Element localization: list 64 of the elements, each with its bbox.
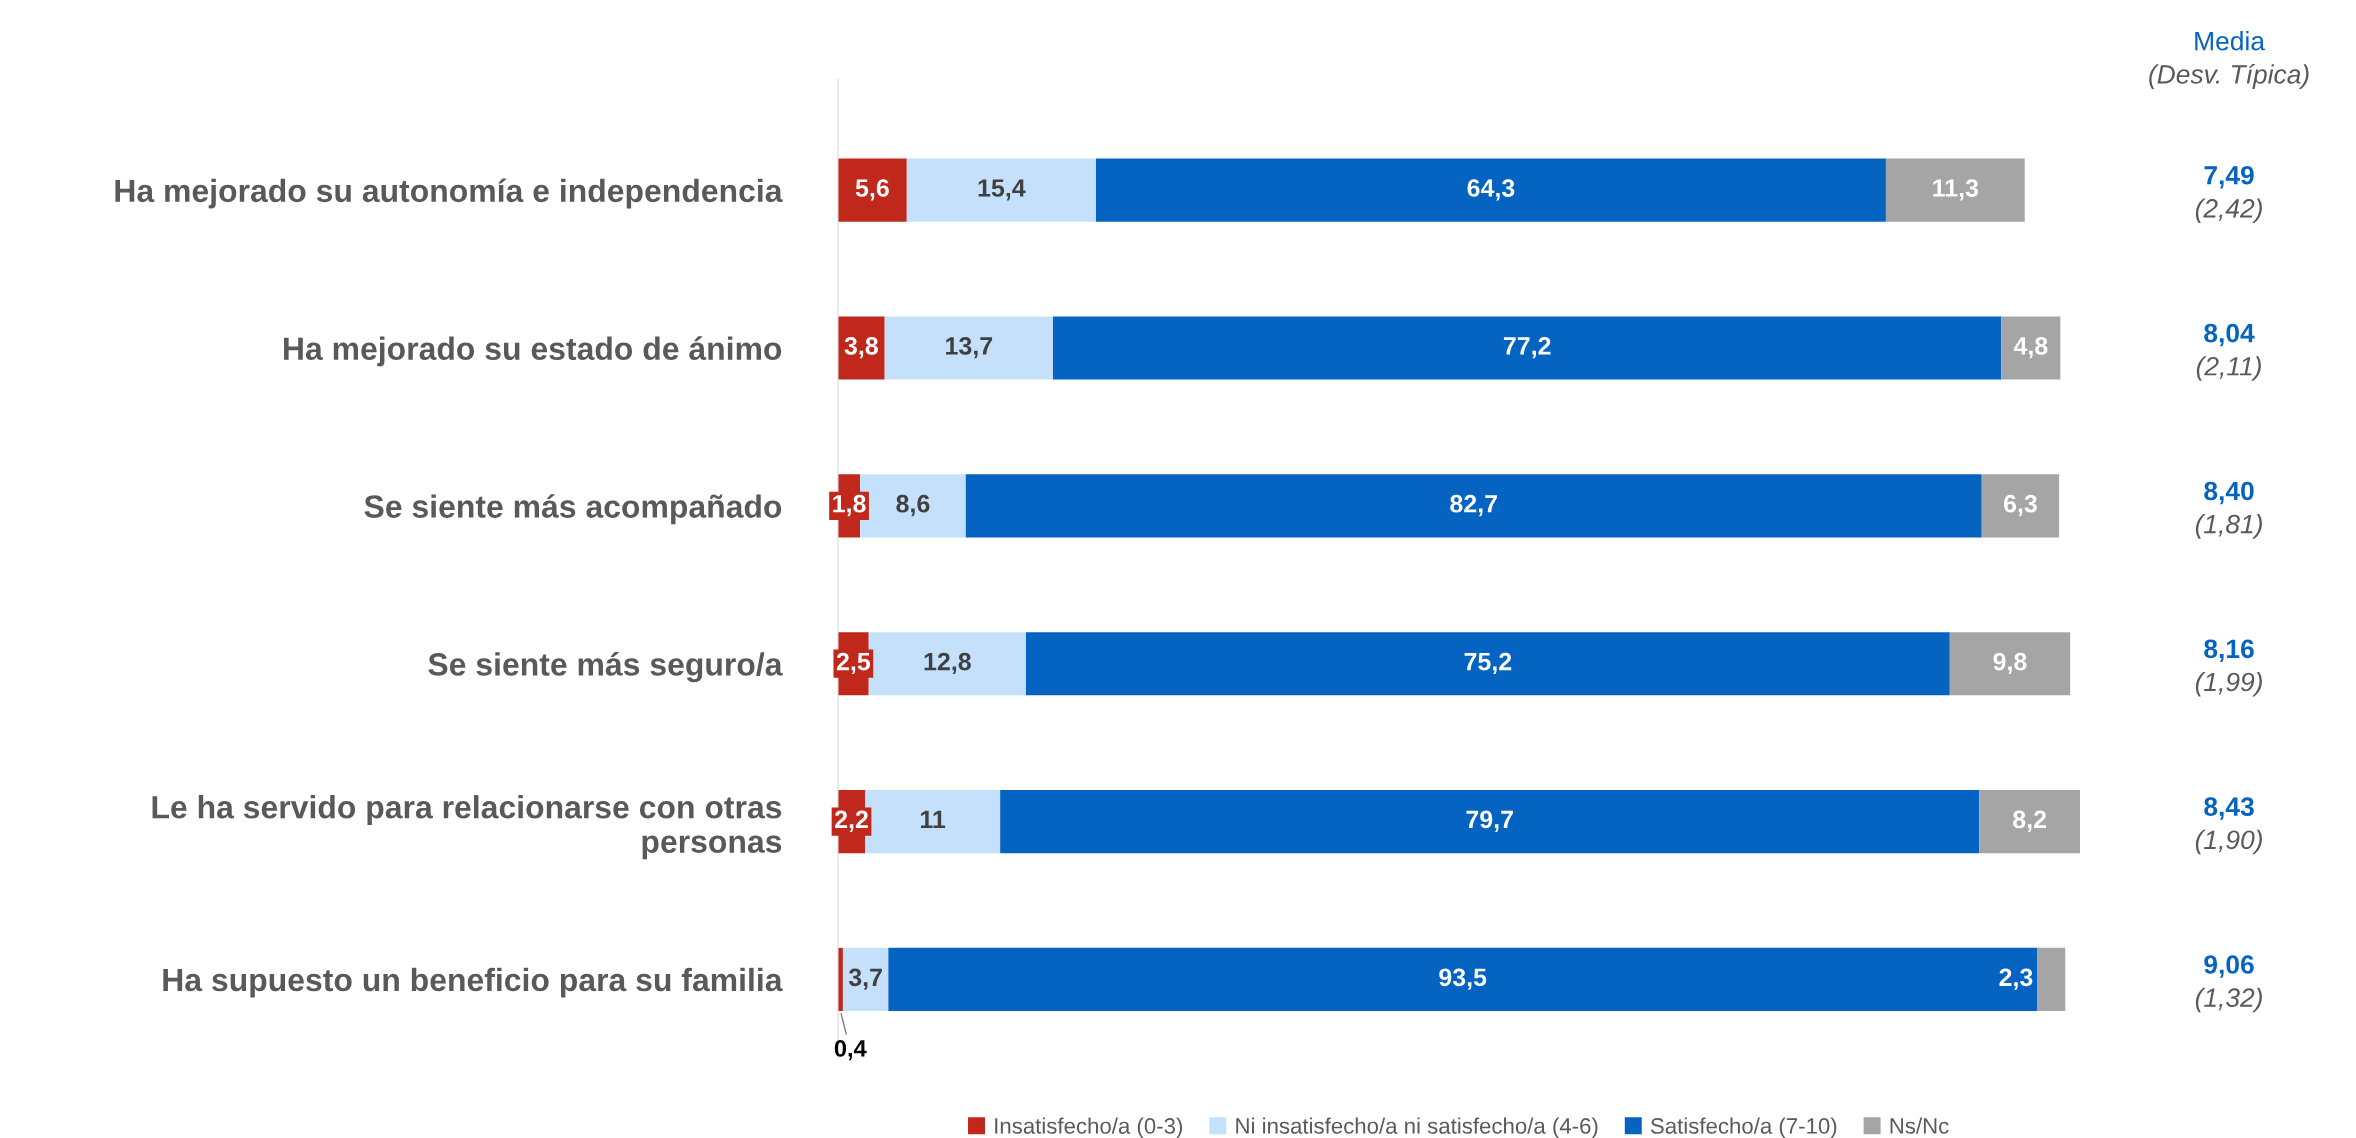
data-label: 13,7 (946, 337, 993, 359)
legend-label: Insatisfecho/a (0-3) (995, 1117, 1182, 1138)
text: (1,81) (2195, 514, 2262, 539)
text: (2,11) (2196, 356, 2261, 381)
text: Media (2195, 31, 2265, 51)
text: (2,42) (2195, 198, 2262, 223)
legend-label: Ni insatisfecho/a ni satisfecho/a (4-6) (1236, 1117, 1598, 1138)
data-label: 77,2 (1503, 337, 1551, 359)
legend-label: Satisfecho/a (7-10) (1650, 1117, 1837, 1138)
text: (1,90) (2195, 829, 2262, 855)
bar (965, 474, 1982, 538)
bar (1052, 316, 2002, 380)
bar (906, 158, 1096, 222)
data-label: 3,8 (844, 337, 878, 359)
data-label: 64,3 (1467, 179, 1515, 201)
data-label: 3,7 (848, 968, 882, 990)
data-label: 93,5 (1439, 968, 1487, 990)
y-tick-label: Ha mejorado su estado de ánimo (284, 336, 782, 367)
text: 7,49 (2204, 165, 2254, 189)
data-label: 8,6 (896, 494, 930, 517)
text: 9,06 (2204, 955, 2254, 978)
data-label: 8,2 (2013, 810, 2047, 832)
data-label: 79,7 (1466, 810, 1513, 832)
bar (1000, 789, 1980, 854)
data-label: 11 (920, 810, 946, 829)
data-label: 2,5 (836, 652, 871, 675)
text: (1,32) (2195, 987, 2262, 1013)
bar (2037, 947, 2066, 1011)
data-label: 9,8 (1993, 652, 2027, 675)
text: 8,04 (2204, 323, 2255, 347)
data-label: 6,3 (2003, 494, 2037, 517)
bar (1949, 632, 2071, 696)
bar (1095, 158, 1886, 222)
y-tick-label: Le ha servido para relacionarse con otras personas (152, 795, 782, 860)
data-label: 0,4 (834, 1040, 867, 1061)
data-label: 82,7 (1450, 494, 1497, 517)
data-label: 1,8 (833, 494, 866, 517)
text: (Desv. Típica) (2149, 64, 2309, 89)
text: (1,99) (2195, 671, 2262, 697)
bar (884, 316, 1053, 380)
data-label: 75,2 (1464, 652, 1512, 675)
text: 8,16 (2204, 639, 2254, 662)
bar (1025, 632, 1950, 696)
data-label: 11,3 (1933, 179, 1979, 201)
bar (2001, 316, 2061, 380)
y-tick-label: Ha mejorado su autonomía e independencia (115, 178, 783, 209)
bar (1979, 789, 2080, 854)
bar (838, 158, 907, 222)
y-tick-label: Ha supuesto un beneficio para su familia (163, 967, 783, 998)
text: 8,43 (2204, 797, 2254, 820)
bar (888, 947, 2037, 1011)
data-label: 4,8 (2013, 337, 2048, 359)
bar (1885, 158, 2025, 222)
y-tick-label: Se siente más acompañado (364, 494, 782, 525)
legend-label: Ns/Nc (1890, 1117, 1949, 1134)
y-tick-label: Se siente más seguro/a (428, 652, 783, 683)
data-label: 12,8 (924, 652, 971, 675)
bar (1981, 474, 2060, 538)
data-label: 2,2 (835, 810, 868, 832)
text: 8,40 (2204, 481, 2254, 505)
data-label: 15,4 (978, 179, 1026, 201)
data-label: 5,6 (855, 179, 889, 201)
data-label: 2,3 (1999, 968, 2033, 990)
bar (868, 632, 1026, 696)
